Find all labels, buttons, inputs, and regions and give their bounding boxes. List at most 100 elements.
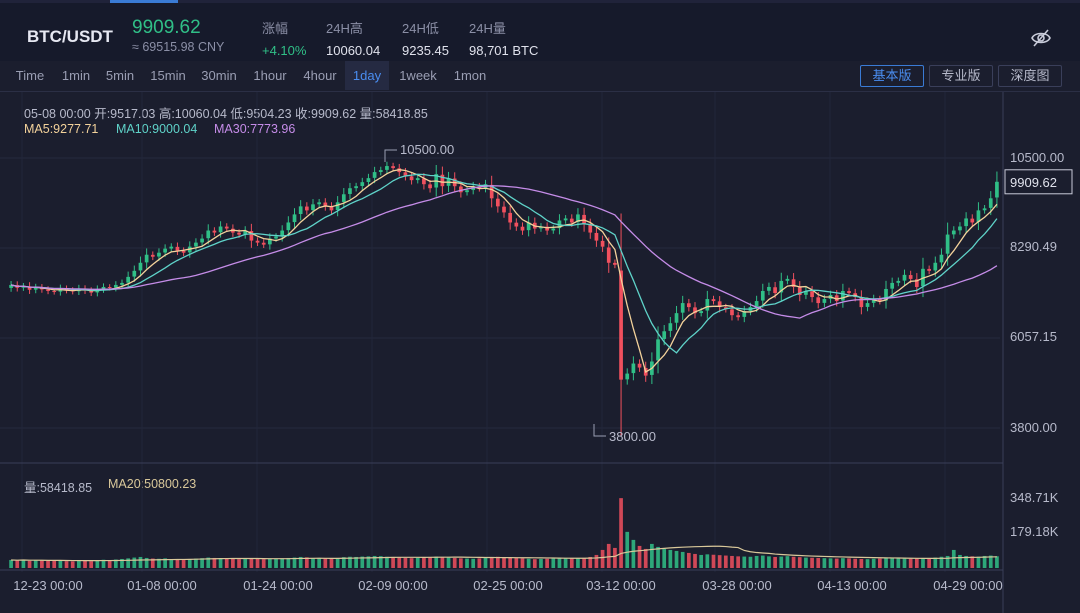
volume-bar xyxy=(884,558,888,568)
volume-bar xyxy=(434,556,439,568)
volume-tick-label: 179.18K xyxy=(1010,524,1059,539)
x-tick-label: 03-28 00:00 xyxy=(702,578,771,593)
top-accent-indicator xyxy=(110,0,178,3)
candle-down xyxy=(237,232,241,235)
volume-bar xyxy=(514,557,519,568)
view-pro-button[interactable]: 专业版 xyxy=(929,65,993,87)
volume-bar xyxy=(717,555,722,568)
candle-down xyxy=(89,290,94,293)
volume-bar xyxy=(674,550,679,568)
candle-down xyxy=(323,202,328,207)
volume-bar xyxy=(403,557,408,568)
volume-bar xyxy=(77,560,81,568)
timeframe-5min[interactable]: 5min xyxy=(105,68,135,83)
candle-up xyxy=(354,186,358,189)
volume-bar xyxy=(366,556,371,568)
volume-bar xyxy=(304,557,309,568)
candle-up xyxy=(341,194,346,202)
timeframe-4hour[interactable]: 4hour xyxy=(303,68,337,83)
candle-down xyxy=(970,218,975,223)
volume-bar xyxy=(9,559,13,568)
candle-down xyxy=(64,288,69,291)
stat-24h-volume-value: 98,701 BTC xyxy=(469,43,539,58)
low-annotation-leader xyxy=(593,424,606,437)
candle-up xyxy=(169,246,174,249)
volume-bar xyxy=(391,557,395,568)
x-tick-label: 04-29 00:00 xyxy=(933,578,1002,593)
timeframe-15min[interactable]: 15min xyxy=(150,68,186,83)
candle-up xyxy=(668,323,673,331)
candle-down xyxy=(730,309,734,316)
volume-bar xyxy=(409,558,414,568)
volume-bar xyxy=(255,558,260,568)
timeframe-1day[interactable]: 1day xyxy=(345,61,389,90)
timeframe-1week[interactable]: 1week xyxy=(399,68,437,83)
volume-bar xyxy=(539,558,543,568)
volume-bar xyxy=(397,557,402,568)
low-annotation-label: 3800.00 xyxy=(609,429,656,444)
volume-bar xyxy=(699,554,704,568)
volume-bar xyxy=(951,549,956,568)
candle-up xyxy=(625,373,630,380)
timeframe-1mon[interactable]: 1mon xyxy=(453,68,487,83)
volume-bar xyxy=(748,556,753,568)
candle-down xyxy=(175,246,180,251)
volume-bar xyxy=(83,560,87,568)
view-basic-button[interactable]: 基本版 xyxy=(860,65,924,87)
timeframe-30min[interactable]: 30min xyxy=(201,68,237,83)
volume-bar xyxy=(274,558,278,568)
stat-24h-high-label: 24H高 xyxy=(326,21,363,36)
volume-bar xyxy=(163,558,167,568)
candle-down xyxy=(619,270,623,380)
candle-up xyxy=(138,262,143,271)
volume-bar xyxy=(298,556,303,568)
candle-up xyxy=(939,254,944,263)
volume-bar xyxy=(958,554,962,568)
timeframe-time[interactable]: Time xyxy=(15,68,45,83)
candle-up xyxy=(742,311,747,317)
candle-down xyxy=(428,184,432,189)
candle-up xyxy=(976,210,981,222)
volume-bar xyxy=(495,556,500,568)
view-depth-button[interactable]: 深度图 xyxy=(998,65,1062,87)
volume-bar xyxy=(576,558,580,568)
timeframe-1min[interactable]: 1min xyxy=(61,68,91,83)
hide-eye-icon[interactable] xyxy=(1030,27,1052,49)
volume-bar xyxy=(40,560,44,568)
timeframe-1hour[interactable]: 1hour xyxy=(253,68,287,83)
volume-bar xyxy=(859,558,864,568)
volume-bar xyxy=(459,558,463,568)
candle-down xyxy=(422,178,426,185)
volume-bar xyxy=(58,560,63,568)
candle-up xyxy=(200,238,204,243)
candle-down xyxy=(181,250,186,253)
candle-up xyxy=(982,208,987,211)
candle-down xyxy=(908,275,913,279)
kline-chart[interactable]: 10500.00 8290.49 6057.15 3800.00 348.71K 179.… xyxy=(0,92,1080,613)
candle-down xyxy=(594,232,599,241)
volume-bar xyxy=(853,558,858,568)
last-price: 9909.62 xyxy=(132,17,201,38)
top-accent-bar xyxy=(0,0,1080,3)
volume-bar xyxy=(280,558,285,568)
candle-up xyxy=(526,222,531,231)
price-tick-label: 6057.15 xyxy=(1010,329,1057,344)
candle-down xyxy=(736,315,740,318)
candle-down xyxy=(514,222,519,227)
volume-bar xyxy=(908,558,913,568)
trading-pair[interactable]: BTC/USDT xyxy=(27,27,113,46)
volume-bar xyxy=(606,543,611,568)
candle-up xyxy=(902,274,907,281)
volume-bar xyxy=(483,557,488,568)
stat-24h-low-label: 24H低 xyxy=(402,21,439,36)
candle-up xyxy=(157,252,161,257)
volume-bar xyxy=(33,560,38,568)
volume-bar xyxy=(335,557,340,568)
volume-bar xyxy=(865,559,870,568)
x-tick-label: 01-24 00:00 xyxy=(243,578,312,593)
volume-bar xyxy=(822,558,827,568)
candle-up xyxy=(779,280,784,293)
candle-down xyxy=(27,286,32,290)
stat-change-value: +4.10% xyxy=(262,43,307,58)
volume-bars xyxy=(9,498,999,568)
